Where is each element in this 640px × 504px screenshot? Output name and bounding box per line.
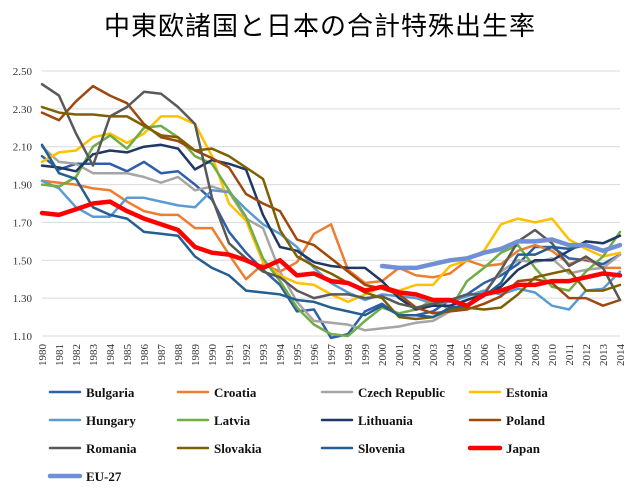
legend-item: Estonia (468, 385, 548, 400)
legend-item: Hungary (48, 413, 136, 428)
legend-label: Romania (86, 441, 137, 456)
x-tick-label: 1984 (105, 344, 117, 367)
x-tick-label: 1998 (343, 344, 355, 367)
x-tick-label: 1989 (190, 344, 202, 367)
x-tick-label: 2011 (564, 344, 576, 366)
series-line-latvia (40, 124, 622, 338)
x-tick-label: 1988 (173, 344, 185, 367)
legend-label: Bulgaria (86, 385, 135, 400)
x-tick-label: 2013 (598, 344, 610, 367)
legend-item: Croatia (176, 385, 257, 400)
x-tick-label: 2004 (445, 344, 457, 367)
x-tick-label: 2009 (530, 344, 542, 367)
legend-item: Slovenia (320, 441, 405, 456)
legend-label: Poland (506, 413, 546, 428)
y-tick-label: 1.70 (13, 217, 33, 229)
series-line-czech-republic (40, 145, 622, 332)
y-tick-label: 1.90 (13, 180, 33, 192)
x-tick-label: 2010 (547, 344, 559, 367)
y-tick-label: 2.10 (13, 142, 33, 154)
series-line-eu-27 (379, 237, 623, 271)
series-line-croatia (40, 179, 622, 285)
series-line-japan (39, 199, 623, 308)
y-axis-ticks: 1.10 1.30 1.50 1.70 1.90 2.10 2.30 2.50 (13, 66, 33, 343)
y-tick-label: 2.50 (13, 66, 33, 78)
x-tick-label: 2002 (411, 344, 423, 366)
series-line-bulgaria (40, 154, 622, 340)
series-line-slovenia (40, 143, 622, 319)
series-lines (39, 82, 623, 340)
legend-label: Slovenia (358, 441, 405, 456)
x-tick-label: 1980 (37, 344, 49, 367)
legend-label: Hungary (86, 413, 136, 428)
legend-item: Latvia (176, 413, 251, 428)
series-line-slovakia (40, 105, 622, 321)
x-tick-label: 1986 (139, 344, 151, 367)
x-tick-label: 2006 (479, 344, 491, 367)
legend-item: Slovakia (176, 441, 262, 456)
y-tick-label: 1.10 (13, 331, 33, 343)
x-tick-label: 2000 (377, 344, 389, 367)
series-line-romania (40, 82, 622, 309)
legend-item: Romania (48, 441, 137, 456)
legend-item: Czech Republic (320, 385, 445, 400)
x-tick-label: 2007 (496, 344, 508, 367)
x-tick-label: 2003 (428, 344, 440, 367)
gridlines (42, 70, 620, 337)
x-tick-label: 1996 (309, 344, 321, 367)
x-tick-label: 1992 (241, 344, 253, 366)
series-line-lithuania (40, 143, 622, 311)
legend-label: Croatia (214, 385, 257, 400)
x-tick-label: 2014 (615, 344, 627, 367)
legend: Bulgaria Croatia Czech Republic Estonia Hung… (47, 385, 548, 484)
x-tick-label: 1994 (275, 344, 287, 367)
x-tick-label: 2012 (581, 344, 593, 366)
x-tick-label: 2005 (462, 344, 474, 367)
x-tick-label: 1999 (360, 344, 372, 367)
x-tick-label: 1990 (207, 344, 219, 367)
legend-label: Japan (506, 441, 541, 456)
x-tick-label: 1981 (54, 344, 66, 366)
legend-label: Slovakia (214, 441, 262, 456)
x-tick-label: 1991 (224, 344, 236, 366)
legend-item: Japan (467, 441, 541, 456)
legend-label: EU-27 (86, 469, 122, 484)
legend-label: Lithuania (358, 413, 413, 428)
x-tick-label: 1985 (122, 344, 134, 367)
legend-item: Lithuania (320, 413, 413, 428)
x-tick-label: 2001 (394, 344, 406, 366)
legend-item: Poland (468, 413, 546, 428)
y-tick-label: 1.50 (13, 255, 33, 267)
x-tick-label: 1995 (292, 344, 304, 367)
x-tick-label: 1997 (326, 344, 338, 367)
legend-item: Bulgaria (48, 385, 135, 400)
series-line-poland (40, 84, 622, 315)
legend-label: Latvia (214, 413, 251, 428)
x-tick-label: 1993 (258, 344, 270, 367)
legend-label: Czech Republic (358, 385, 445, 400)
legend-label: Estonia (506, 385, 548, 400)
x-tick-label: 1983 (88, 344, 100, 367)
x-tick-label: 1987 (156, 344, 168, 367)
chart-title: 中東欧諸国と日本の合計特殊出生率 (103, 12, 536, 42)
x-tick-label: 2008 (513, 344, 525, 367)
legend-item: EU-27 (47, 469, 122, 484)
y-tick-label: 1.30 (13, 293, 33, 305)
y-tick-label: 2.30 (13, 104, 33, 116)
x-tick-label: 1982 (71, 344, 83, 366)
x-axis-ticks: 1980 1981 1982 1983 1984 1985 1986 1987 1988 1989… (37, 344, 627, 367)
